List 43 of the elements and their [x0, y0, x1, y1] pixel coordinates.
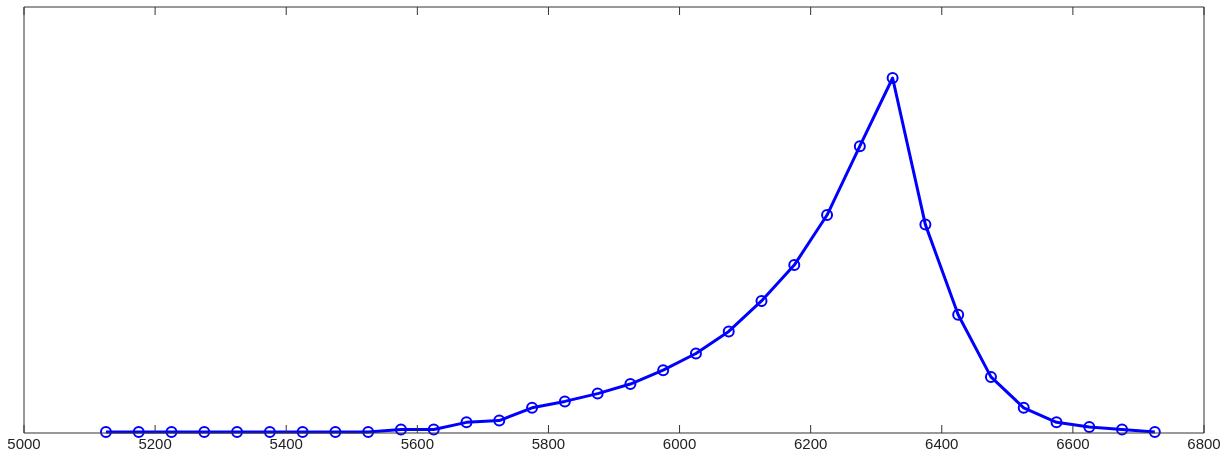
- point: [1116, 423, 1129, 436]
- point: [427, 423, 440, 436]
- point: [165, 426, 178, 439]
- x-tick-label: 6800: [1187, 435, 1221, 453]
- point: [1148, 426, 1161, 439]
- point: [821, 209, 834, 222]
- point: [362, 426, 375, 439]
- point: [689, 347, 702, 360]
- point: [394, 423, 407, 436]
- point: [1083, 420, 1096, 433]
- x-tick-label: 6200: [793, 435, 828, 453]
- point: [1017, 401, 1030, 414]
- x-tick-label: 5000: [7, 435, 41, 453]
- point: [919, 218, 932, 231]
- x-tick-label: 5800: [531, 435, 566, 453]
- point: [231, 426, 244, 439]
- point: [296, 426, 309, 439]
- point: [558, 395, 571, 408]
- point: [755, 294, 768, 307]
- point: [788, 259, 801, 272]
- point: [329, 426, 342, 439]
- x-tick-label: 6000: [662, 435, 697, 453]
- point: [853, 140, 866, 153]
- point: [493, 414, 506, 427]
- point: [984, 370, 997, 383]
- point: [591, 387, 604, 400]
- x-tick-label: 5200: [138, 435, 172, 453]
- point: [132, 426, 145, 439]
- point: [657, 364, 670, 377]
- point: [624, 378, 637, 391]
- point: [99, 426, 112, 439]
- point: [952, 308, 965, 321]
- point: [263, 426, 276, 439]
- x-tick-label: 6400: [925, 435, 959, 453]
- point: [526, 401, 539, 414]
- point: [722, 325, 735, 338]
- point: [1050, 416, 1063, 429]
- x-tick-label: 6600: [1056, 435, 1090, 453]
- point: [460, 416, 473, 429]
- point: [886, 72, 899, 84]
- x-tick-label: 5400: [269, 435, 303, 453]
- point: [198, 426, 211, 439]
- x-tick-label: 5600: [400, 435, 435, 453]
